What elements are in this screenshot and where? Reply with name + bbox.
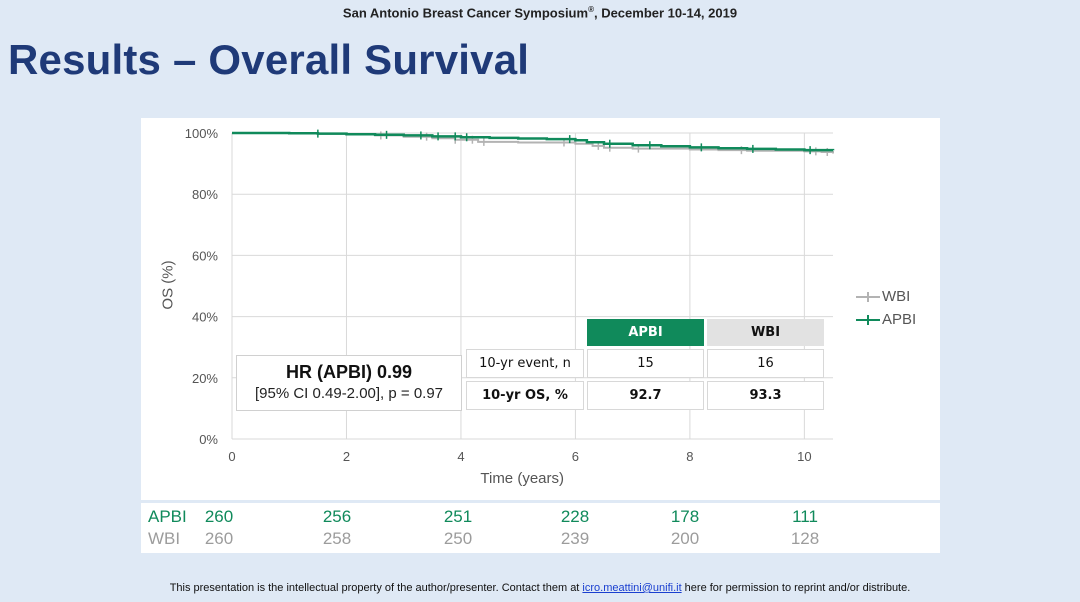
x-tick-label: 2 [343, 449, 350, 464]
risk-count: 228 [560, 507, 590, 526]
risk-count: 260 [204, 529, 234, 548]
y-tick-label: 0% [199, 432, 218, 447]
conference-name: San Antonio Breast Cancer Symposium [342, 5, 589, 21]
risk-count: 258 [322, 529, 352, 548]
outcome-table-header: APBI WBI [466, 319, 824, 346]
legend-item-wbi: WBI [856, 285, 916, 308]
hazard-ratio-ci: [95% CI 0.49-2.00], p = 0.97 [254, 385, 444, 402]
risk-label-apbi: APBI [148, 507, 187, 526]
footer-notice: This presentation is the intellectual pr… [0, 582, 1080, 594]
slide-title: Results – Overall Survival [8, 36, 530, 83]
x-tick-label: 10 [797, 449, 811, 464]
risk-count: 260 [204, 507, 234, 526]
y-tick-label: 40% [192, 310, 218, 325]
outcome-cell-wbi: 93.3 [707, 381, 824, 410]
y-axis-label: OS (%) [159, 260, 177, 310]
y-tick-label: 60% [192, 248, 218, 263]
legend-swatch-wbi [856, 291, 880, 302]
outcome-table-corner [466, 319, 584, 346]
legend-label-wbi: WBI [882, 288, 911, 305]
outcome-row-label: 10-yr event, n [466, 349, 584, 378]
chart-legend: WBI APBI [856, 285, 916, 331]
y-tick-label: 20% [192, 371, 218, 386]
risk-count: 251 [443, 507, 473, 526]
series-line-apbi [232, 131, 835, 152]
number-at-risk-table: APBI 260 256 251 228 178 111 WBI 260 258… [141, 503, 940, 553]
risk-count: 256 [322, 507, 352, 526]
hazard-ratio-title: HR (APBI) 0.99 [285, 362, 413, 382]
outcome-row-label: 10-yr OS, % [466, 381, 584, 410]
footer-text-after: here for permission to reprint and/or di… [681, 582, 911, 594]
outcome-row-os: 10-yr OS, % 92.7 93.3 [466, 381, 824, 410]
risk-row-apbi: APBI 260 256 251 228 178 111 [141, 507, 940, 529]
series-line-wbi [232, 132, 834, 154]
risk-count: 111 [792, 507, 818, 526]
registered-mark: ® [588, 5, 594, 14]
x-tick-label: 0 [228, 449, 235, 464]
x-axis-label: Time (years) [480, 470, 564, 487]
y-tick-label: 100% [185, 126, 219, 141]
km-survival-chart: 0% 20% 40% 60% 80% 100% 0 2 4 6 8 10 Time (years) [185, 126, 835, 487]
x-tick-label: 6 [572, 449, 579, 464]
outcome-row-events: 10-yr event, n 15 16 [466, 349, 824, 378]
risk-count: 178 [670, 507, 700, 526]
chart-panel: 0% 20% 40% 60% 80% 100% 0 2 4 6 8 10 Time (years) [141, 118, 940, 500]
outcome-cell-apbi: 15 [587, 349, 704, 378]
footer-text-before: This presentation is the intellectual pr… [169, 582, 583, 594]
outcome-table: APBI WBI 10-yr event, n 15 16 10-yr OS, … [463, 316, 827, 413]
conference-header: San Antonio Breast Cancer Symposium®, De… [0, 5, 1080, 20]
outcome-header-wbi: WBI [707, 319, 824, 346]
legend-swatch-apbi [856, 314, 880, 325]
legend-label-apbi: APBI [882, 311, 917, 328]
x-tick-label: 4 [457, 449, 464, 464]
risk-row-wbi: WBI 260 258 250 239 200 128 [141, 529, 940, 551]
conference-dates: , December 10-14, 2019 [593, 5, 738, 21]
risk-count: 239 [560, 529, 590, 548]
y-tick-label: 80% [192, 187, 218, 202]
risk-count: 250 [443, 529, 473, 548]
risk-count: 200 [670, 529, 700, 548]
hazard-ratio-box: HR (APBI) 0.99 [95% CI 0.49-2.00], p = 0… [236, 355, 462, 411]
outcome-cell-apbi: 92.7 [587, 381, 704, 410]
contact-email-link[interactable]: icro.meattini@unifi.it [582, 582, 682, 594]
x-tick-label: 8 [686, 449, 693, 464]
outcome-cell-wbi: 16 [707, 349, 824, 378]
risk-label-wbi: WBI [148, 529, 181, 548]
legend-item-apbi: APBI [856, 308, 916, 331]
outcome-header-apbi: APBI [587, 319, 704, 346]
risk-count: 128 [790, 529, 820, 548]
